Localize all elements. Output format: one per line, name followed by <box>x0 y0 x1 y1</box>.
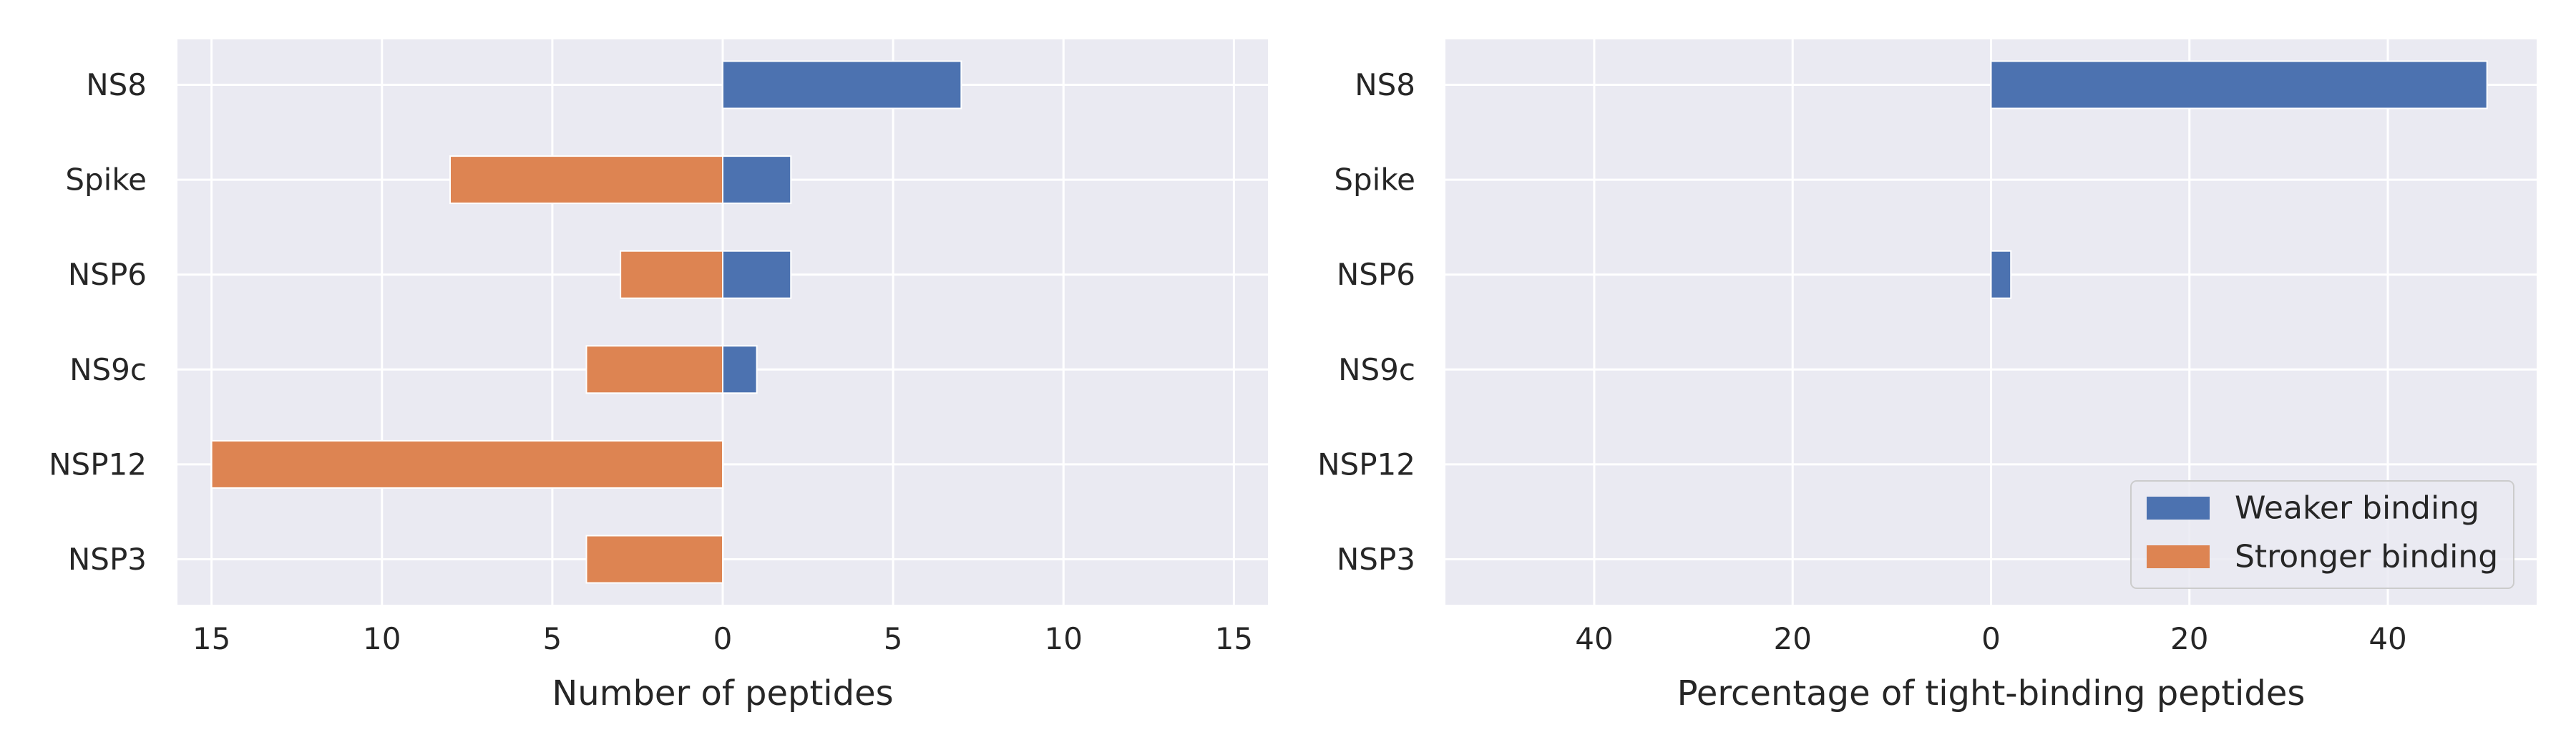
panel1-bar-weaker-nsp6 <box>722 250 792 299</box>
panel2-ytick-label: Spike <box>1334 162 1415 198</box>
panel1-bar-weaker-ns9c <box>722 345 758 394</box>
panel2-xtick-label: 0 <box>1981 621 2001 656</box>
panel1-xtick-label: 0 <box>713 621 733 656</box>
panel1-xtick-label: 15 <box>192 621 230 656</box>
panel1-bar-weaker-spike <box>722 155 792 205</box>
panel2-xtick-label: 40 <box>1575 621 1613 656</box>
panel1-bar-weaker-ns8 <box>722 60 962 109</box>
panel2-ytick-label: NS9c <box>1338 352 1415 387</box>
panel1-xtick-label: 5 <box>543 621 562 656</box>
panel2-ytick-label: NSP12 <box>1317 447 1415 482</box>
panel1-xtick-label: 10 <box>363 621 401 656</box>
panel1-xtick-label: 5 <box>884 621 903 656</box>
panel1-ytick-label: NSP6 <box>68 257 147 292</box>
panel1-bar-stronger-ns9c <box>585 345 723 394</box>
legend-swatch-stronger <box>2147 545 2210 568</box>
panel1-x-axis-label: Number of peptides <box>552 673 893 713</box>
panel1-ytick-label: NSP3 <box>68 542 147 577</box>
panel1-bar-stronger-nsp6 <box>620 250 723 299</box>
panel1-ytick-label: Spike <box>65 162 147 198</box>
panel2-ytick-label: NS8 <box>1355 67 1415 102</box>
panel2-bar-weaker-nsp6 <box>1990 250 2012 299</box>
panel1-xtick-label: 15 <box>1215 621 1253 656</box>
panel1-ytick-label: NS9c <box>69 352 147 387</box>
panel1-bar-stronger-nsp12 <box>210 439 723 489</box>
legend-label-weaker: Weaker binding <box>2235 490 2479 527</box>
panel2-ytick-label: NSP6 <box>1337 257 1415 292</box>
panel2-xtick-label: 20 <box>1774 621 1812 656</box>
panel1-bar-stronger-spike <box>449 155 723 205</box>
panel2-xtick-label: 40 <box>2368 621 2406 656</box>
panel2-xtick-label: 20 <box>2170 621 2208 656</box>
legend-box <box>2130 480 2514 589</box>
panel1-bar-stronger-nsp3 <box>585 535 723 584</box>
panel1-xtick-label: 10 <box>1045 621 1083 656</box>
panel2-ytick-label: NSP3 <box>1337 542 1415 577</box>
panel2-x-axis-label: Percentage of tight-binding peptides <box>1677 673 2306 713</box>
panel2-bar-weaker-ns8 <box>1990 60 2488 109</box>
panel1-ytick-label: NS8 <box>86 67 147 102</box>
panel1-ytick-label: NSP12 <box>49 447 147 482</box>
legend-swatch-weaker <box>2147 497 2210 520</box>
legend-label-stronger: Stronger binding <box>2235 539 2498 575</box>
